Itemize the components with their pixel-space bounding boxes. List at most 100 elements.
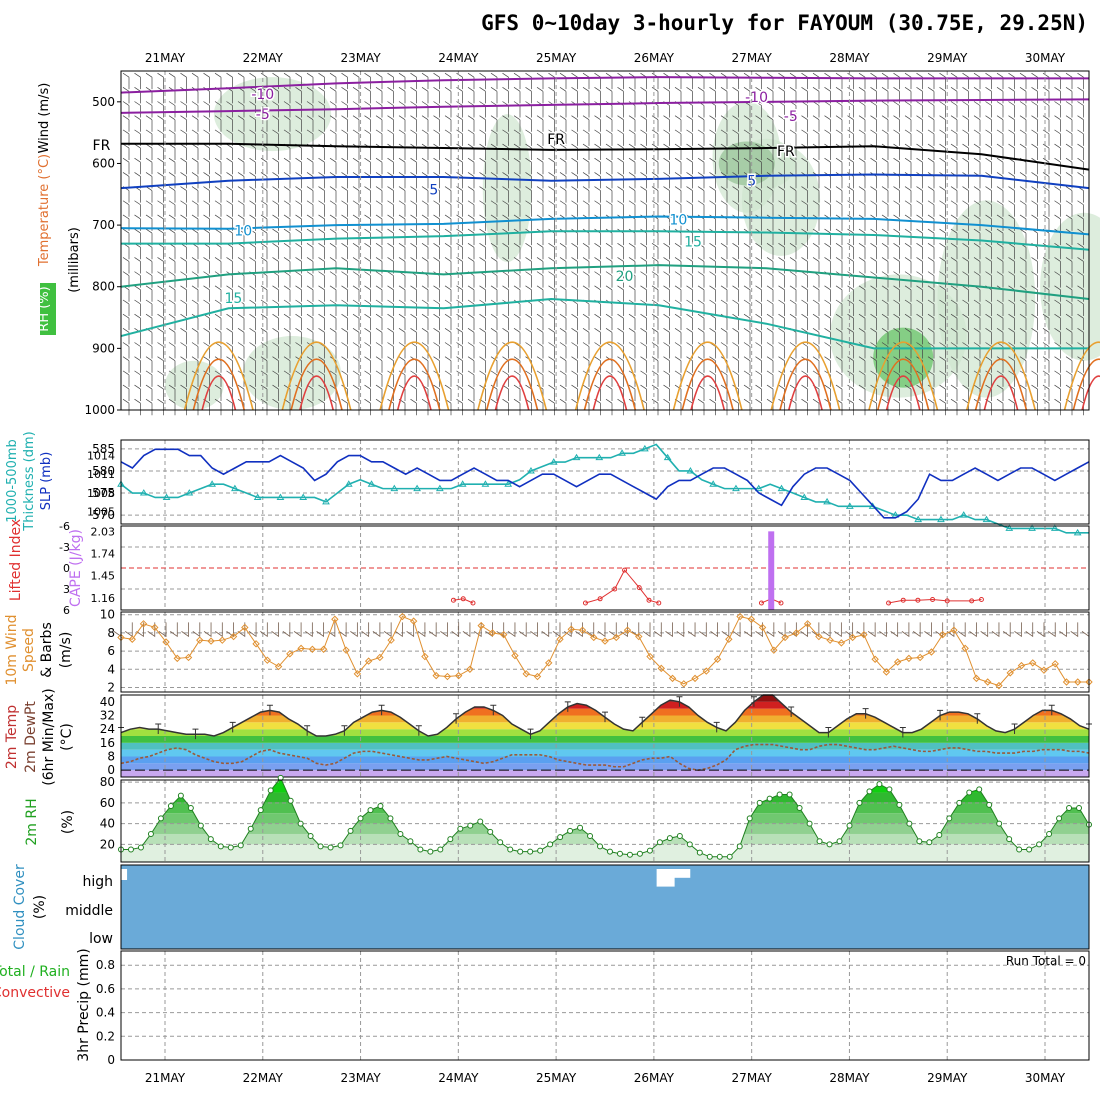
top-date-label: 21MAY — [145, 51, 186, 65]
wind10m-barb — [710, 622, 718, 638]
wind10m-marker — [983, 678, 992, 686]
wind-barb — [1008, 186, 1015, 203]
wind-barb — [824, 200, 831, 217]
wind-barb — [513, 328, 521, 345]
wind-barb — [571, 157, 578, 175]
wind-barb — [410, 313, 417, 331]
wind-barb — [720, 172, 728, 189]
wind-barb — [433, 257, 440, 274]
wind10m-label-3: & Barbs — [39, 622, 55, 678]
wind-barb — [686, 356, 693, 373]
wind-barb — [778, 242, 785, 260]
rh-marker — [686, 841, 693, 848]
li-axis-label: Lifted Index — [8, 519, 24, 601]
wind-barb — [962, 129, 969, 146]
wind-barb — [766, 285, 774, 302]
warm-contour — [290, 358, 343, 411]
contour-label: 10 — [669, 213, 687, 229]
wind-barb — [502, 242, 509, 260]
wind10m-marker — [781, 633, 789, 642]
wind-barb — [847, 129, 854, 146]
wind-barb — [904, 356, 912, 373]
upper-air-panel: -10 -10-5 -5FR FRFR551010152015500600700800… — [37, 71, 1100, 417]
wind-barb — [1065, 313, 1073, 331]
wind-barb — [479, 242, 486, 260]
wind-barb — [122, 384, 130, 402]
wind-barb — [341, 257, 348, 274]
wind10m-marker — [1051, 660, 1059, 668]
wind-barb — [1054, 257, 1061, 274]
wind-barb — [617, 200, 624, 217]
rh-marker — [447, 836, 454, 843]
wind-barb — [996, 87, 1004, 104]
wind-barb — [847, 398, 854, 416]
wind-barb — [479, 115, 486, 132]
wind-barb — [916, 285, 923, 302]
wind-barb — [640, 370, 647, 387]
rh-marker — [896, 801, 903, 808]
rh-shading — [482, 114, 532, 263]
warm-contour — [388, 358, 441, 411]
wind-barb — [444, 200, 452, 217]
wind-barb — [778, 285, 785, 302]
wind10m-barb — [282, 622, 291, 638]
rh-marker — [636, 850, 643, 857]
temperature-contour — [120, 215, 1090, 236]
wind-barb — [893, 257, 900, 274]
wind-barb — [306, 398, 314, 416]
rh-marker — [167, 802, 174, 809]
rh-band — [121, 813, 1089, 824]
li-tick-label: -3 — [59, 541, 70, 554]
thickness-marker — [481, 480, 490, 487]
wind-barb — [605, 271, 613, 288]
rh-marker — [587, 833, 594, 840]
wind-barb — [755, 129, 762, 146]
warm-contour — [868, 341, 939, 411]
wind-barb — [444, 299, 452, 316]
wind-barb — [134, 87, 141, 104]
wind-barb — [134, 271, 141, 288]
wind10m-marker — [252, 640, 260, 648]
wind-barb — [686, 129, 693, 146]
wind-barb — [835, 257, 843, 274]
wind-barb — [122, 101, 130, 118]
wind-barb — [950, 242, 958, 260]
temp-band — [121, 729, 1089, 736]
wind-barb — [352, 356, 360, 373]
li-point — [597, 596, 603, 602]
bottom-date-label: 27MAY — [732, 1071, 773, 1085]
wind-barb — [640, 384, 647, 402]
minmax-marker — [713, 721, 720, 733]
wind-barb — [1077, 214, 1084, 231]
wind-barb — [548, 242, 555, 260]
wind-barb — [801, 299, 808, 316]
rh-marker — [726, 853, 733, 860]
wind10m-marker — [319, 645, 328, 653]
wind-barb — [766, 257, 774, 274]
wind10m-barb — [1025, 622, 1034, 638]
wind10m-barb — [980, 622, 989, 638]
wind-barb — [686, 157, 693, 175]
wind-barb — [939, 143, 946, 161]
wind-barb — [1031, 313, 1038, 331]
wind-barb — [1042, 313, 1050, 331]
wind-barb — [421, 398, 429, 416]
wind-barb — [157, 285, 164, 302]
contour-label: 20 — [616, 269, 634, 285]
wind-barb — [306, 115, 314, 132]
wind-barb — [387, 228, 394, 246]
wind-barb — [502, 313, 509, 331]
wind-barb — [479, 200, 486, 217]
wind-barb — [594, 271, 601, 288]
wind-barb — [835, 342, 843, 359]
wind-barb — [387, 242, 394, 260]
wind-barb — [594, 313, 601, 331]
rh-marker — [786, 791, 793, 798]
wind-barb — [996, 200, 1004, 217]
top-date-label: 30MAY — [1025, 51, 1066, 65]
wind-barb — [249, 313, 256, 331]
wind-barb — [778, 342, 785, 359]
wind-barb — [410, 157, 417, 175]
rh-marker — [876, 781, 883, 788]
wind-barb — [663, 129, 670, 146]
